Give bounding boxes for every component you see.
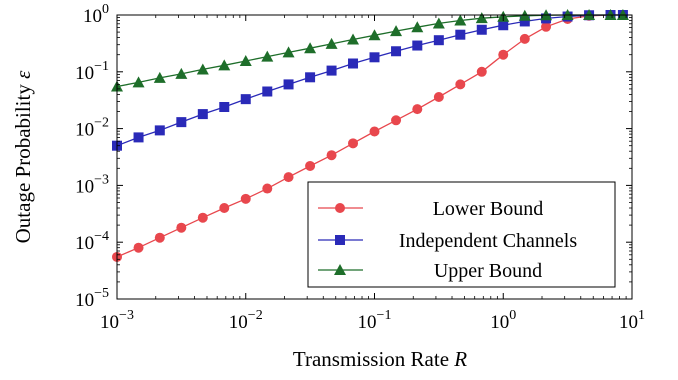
- data-point-lower-bound: [133, 242, 144, 253]
- x-axis-label: Transmission Rate R: [293, 347, 467, 371]
- data-point-independent-channels: [412, 40, 423, 51]
- series-line-independent-channels: [116, 14, 623, 147]
- data-point-lower-bound: [262, 183, 273, 194]
- data-point-lower-bound: [433, 92, 444, 103]
- data-point-independent-channels: [305, 72, 316, 83]
- data-point-lower-bound: [541, 21, 552, 32]
- data-point-independent-channels: [326, 65, 337, 76]
- y-tick-label: 10−2: [75, 116, 109, 141]
- ticks-layer: 10−3 10−2 10−1 100 101 10−5 10−4 10−3 10−2 10−1 10…: [75, 2, 645, 333]
- data-point-upper-bound: [475, 12, 488, 24]
- data-point-lower-bound: [498, 49, 509, 60]
- x-tick-label: 100: [490, 308, 516, 333]
- data-point-independent-channels: [433, 35, 444, 46]
- data-point-upper-bound: [325, 37, 338, 49]
- x-tick-label: 101: [619, 308, 645, 333]
- data-point-lower-bound: [283, 172, 294, 183]
- data-point-independent-channels: [219, 102, 230, 113]
- x-tick-label: 10−1: [358, 308, 392, 333]
- data-point-independent-channels: [348, 58, 359, 69]
- data-point-lower-bound: [391, 115, 402, 126]
- y-tick-label: 10−4: [75, 229, 109, 254]
- data-point-independent-channels: [133, 132, 144, 143]
- legend-label-upper-bound: Upper Bound: [434, 260, 542, 282]
- data-point-upper-bound: [196, 63, 209, 75]
- data-point-independent-channels: [391, 46, 402, 57]
- data-point-lower-bound: [326, 150, 337, 161]
- legend-marker-upper-bound: [334, 264, 346, 275]
- data-point-lower-bound: [455, 79, 466, 90]
- data-point-lower-bound: [176, 222, 187, 233]
- data-point-upper-bound: [347, 33, 360, 45]
- data-point-independent-channels: [498, 20, 509, 31]
- data-point-lower-bound: [154, 232, 165, 243]
- y-tick-label: 10−1: [75, 59, 109, 84]
- data-point-upper-bound: [261, 50, 274, 62]
- legend-marker-independent-channels: [335, 235, 345, 245]
- data-point-independent-channels: [154, 125, 165, 136]
- data-point-independent-channels: [283, 79, 294, 90]
- data-point-independent-channels: [197, 109, 208, 120]
- data-point-lower-bound: [369, 126, 380, 137]
- data-point-upper-bound: [175, 67, 188, 79]
- data-point-independent-channels: [262, 86, 273, 97]
- data-point-upper-bound: [218, 59, 231, 71]
- data-point-lower-bound: [476, 66, 487, 77]
- data-point-upper-bound: [454, 14, 467, 26]
- data-point-lower-bound: [197, 212, 208, 223]
- data-point-independent-channels: [455, 29, 466, 40]
- data-point-upper-bound: [132, 76, 145, 88]
- data-point-upper-bound: [368, 29, 381, 41]
- x-tick-label: 10−2: [229, 308, 263, 333]
- data-point-upper-bound: [432, 17, 445, 29]
- legend-marker-lower-bound: [335, 203, 345, 213]
- data-point-upper-bound: [304, 42, 317, 54]
- legend-label-independent-channels: Independent Channels: [399, 230, 577, 252]
- y-tick-label: 10−5: [75, 286, 109, 311]
- legend: Lower Bound Independent Channels Upper B…: [307, 181, 616, 288]
- data-point-upper-bound: [153, 71, 166, 83]
- data-point-independent-channels: [519, 16, 530, 27]
- data-point-lower-bound: [240, 193, 251, 204]
- y-tick-label: 100: [83, 2, 109, 27]
- data-point-independent-channels: [176, 117, 187, 128]
- data-point-independent-channels: [240, 94, 251, 105]
- data-point-independent-channels: [369, 52, 380, 63]
- data-point-lower-bound: [348, 138, 359, 149]
- data-point-lower-bound: [412, 104, 423, 115]
- y-axis-label: Outage Probability ε: [11, 70, 35, 243]
- data-point-upper-bound: [390, 25, 403, 37]
- data-point-lower-bound: [519, 33, 530, 44]
- data-point-upper-bound: [239, 54, 252, 66]
- data-point-upper-bound: [282, 46, 295, 58]
- data-point-upper-bound: [411, 21, 424, 33]
- data-point-independent-channels: [476, 24, 487, 35]
- data-point-lower-bound: [305, 160, 316, 171]
- x-tick-label: 10−3: [100, 308, 134, 333]
- data-point-lower-bound: [219, 203, 230, 214]
- legend-label-lower-bound: Lower Bound: [433, 198, 544, 220]
- y-tick-label: 10−3: [75, 172, 109, 197]
